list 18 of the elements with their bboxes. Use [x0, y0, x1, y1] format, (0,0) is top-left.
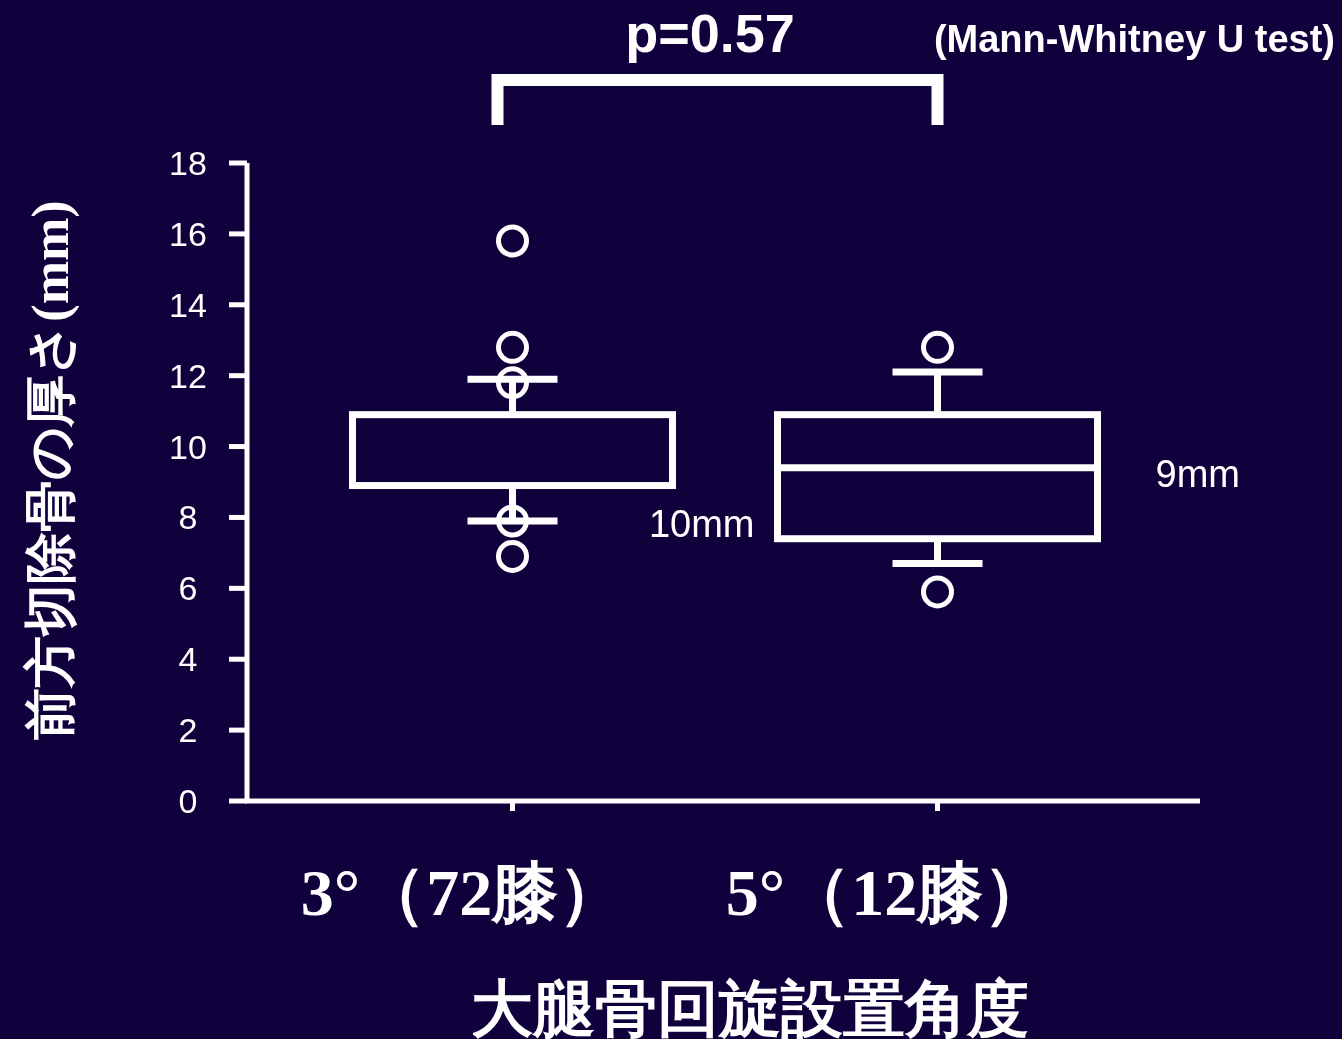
y-tick-label: 2	[178, 711, 198, 750]
y-tick-label: 14	[169, 285, 207, 324]
y-axis-title: 前方切除骨の厚さ(mm)	[22, 200, 80, 740]
x-tick-label: 3°（72膝）	[300, 856, 625, 929]
y-tick-label: 12	[169, 356, 207, 395]
y-tick-label: 10	[169, 427, 207, 466]
y-tick-label: 4	[178, 640, 198, 679]
text: (Mann-Whitney U test)	[933, 18, 1335, 60]
annotation: 10mm	[648, 503, 755, 545]
y-tick-label: 8	[178, 498, 198, 537]
y-tick-label: 16	[169, 214, 207, 253]
annotation: 9mm	[1155, 453, 1240, 495]
y-tick-label: 0	[178, 782, 198, 820]
y-tick-label: 6	[178, 569, 198, 608]
x-tick-label: 5°（12膝）	[725, 856, 1050, 929]
y-tick-label: 18	[169, 144, 207, 182]
text: p=0.57	[625, 3, 795, 63]
x-axis-title: 大腿骨回旋設置角度	[471, 975, 1029, 1039]
